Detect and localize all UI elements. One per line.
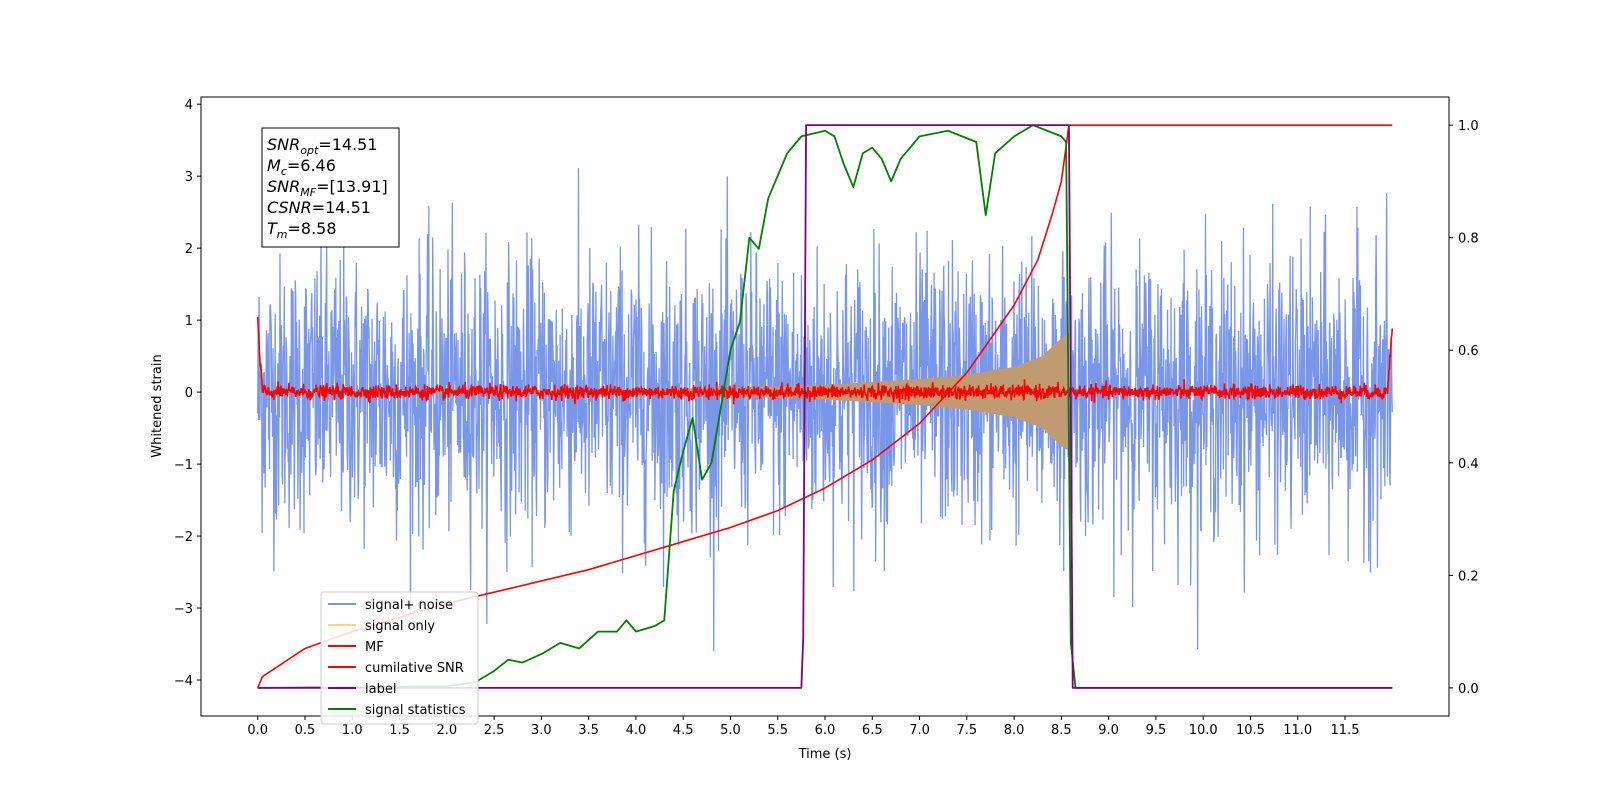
- x-tick-label: 11.0: [1283, 723, 1312, 738]
- x-tick-label: 3.0: [531, 723, 552, 738]
- y-tick-label: −2: [174, 530, 193, 545]
- series-signal-statistics: [257, 124, 1393, 689]
- x-axis: 0.0 0.5 1.0 1.5 2.0 2.5 3.0 3.5 4.0 4.5 5.0 5.5 6.0 6…: [247, 716, 1359, 738]
- y-axis: 4 3 2 1 0 −1 −2 −3 −4: [174, 98, 201, 689]
- legend-frame: [320, 591, 479, 725]
- y2-tick-label: 0.4: [1458, 457, 1479, 472]
- x-tick-label: 11.5: [1331, 723, 1360, 738]
- info-line: Tm=8.58: [267, 219, 337, 241]
- x-tick-label: 10.0: [1189, 723, 1218, 738]
- y2-axis: 0.0 0.2 0.4 0.6 0.8 1.0: [1449, 119, 1479, 697]
- x-axis-label: Time (s): [798, 747, 852, 762]
- x-tick-label: 6.5: [862, 723, 883, 738]
- x-tick-label: 2.5: [484, 723, 505, 738]
- x-tick-label: 7.0: [909, 723, 930, 738]
- x-tick-label: 7.5: [956, 723, 977, 738]
- x-tick-label: 4.5: [673, 723, 694, 738]
- y-tick-label: −3: [174, 602, 193, 617]
- legend-entry: signal only: [365, 619, 435, 634]
- y2-tick-label: 0.0: [1458, 682, 1479, 697]
- y-tick-label: 4: [185, 98, 193, 113]
- x-tick-label: 5.0: [720, 723, 741, 738]
- info-line: CSNR=14.51: [267, 198, 371, 217]
- x-tick-label: 9.0: [1098, 723, 1119, 738]
- series-mf: [256, 316, 1394, 405]
- y-tick-label: −1: [174, 458, 193, 473]
- x-tick-label: 1.5: [389, 723, 410, 738]
- series-label: [257, 124, 1393, 689]
- info-box-frame: [261, 127, 400, 248]
- y-axis-label: Whitened strain: [150, 354, 165, 457]
- x-tick-label: 6.0: [815, 723, 836, 738]
- y-tick-label: −4: [174, 674, 193, 689]
- legend: signal+ noise signal only MF cumilative SNR…: [320, 591, 479, 725]
- x-tick-label: 1.0: [342, 723, 363, 738]
- y2-tick-label: 0.6: [1458, 344, 1479, 359]
- x-tick-label: 0.0: [247, 723, 268, 738]
- x-tick-label: 10.5: [1236, 723, 1265, 738]
- legend-entry: signal statistics: [365, 703, 466, 718]
- info-line: Mc=6.46: [267, 156, 336, 178]
- info-line: SNRMF=[13.91]: [267, 177, 388, 199]
- y2-tick-label: 0.8: [1458, 232, 1479, 247]
- y-tick-label: 2: [185, 242, 193, 257]
- legend-entry: MF: [365, 640, 384, 655]
- x-tick-label: 3.5: [578, 723, 599, 738]
- series-signal-noise: [257, 168, 1393, 652]
- legend-entry: label: [365, 682, 396, 697]
- y-tick-label: 0: [185, 386, 193, 401]
- y-tick-label: 3: [185, 170, 193, 185]
- y2-tick-label: 1.0: [1458, 119, 1479, 134]
- x-tick-label: 4.0: [626, 723, 647, 738]
- y-tick-label: 1: [185, 314, 193, 329]
- x-tick-label: 8.5: [1051, 723, 1072, 738]
- info-line: SNRopt=14.51: [267, 135, 378, 157]
- info-box: SNRopt=14.51Mc=6.46SNRMF=[13.91]CSNR=14.…: [261, 127, 400, 248]
- x-tick-label: 8.0: [1004, 723, 1025, 738]
- x-tick-label: 0.5: [295, 723, 316, 738]
- x-tick-label: 9.5: [1146, 723, 1167, 738]
- legend-entry: cumilative SNR: [365, 661, 464, 676]
- y2-tick-label: 0.2: [1458, 569, 1479, 584]
- x-tick-label: 5.5: [767, 723, 788, 738]
- x-tick-label: 2.0: [436, 723, 457, 738]
- legend-entry: signal+ noise: [365, 598, 453, 613]
